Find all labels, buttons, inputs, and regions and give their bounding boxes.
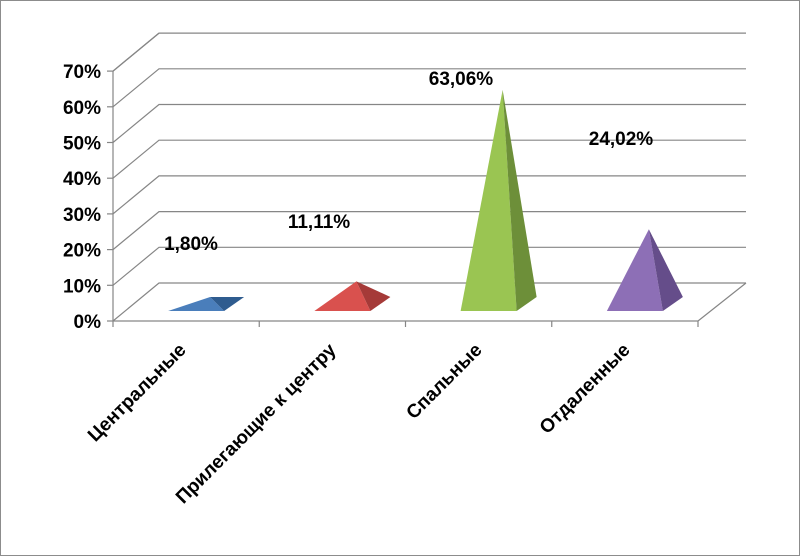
pyramid-front-face [460,89,517,312]
gridline [112,139,746,179]
pyramid-front-face [168,297,225,311]
data-label: 63,06% [429,69,494,90]
pyramid-3 [460,89,537,312]
data-label: 1,80% [164,234,218,255]
pyramid-side-face [210,297,245,311]
category-label: Прилегающие к центру [172,339,341,508]
y-tick-label: 60% [63,98,101,119]
data-label: 24,02% [589,129,654,150]
pyramid-side-face [356,281,391,311]
gridline [112,246,746,286]
axes [107,70,747,327]
chart-walls [112,32,160,321]
data-label: 11,11% [288,212,350,233]
category-label: Отдаленные [536,340,635,439]
category-label: Центральные [84,340,191,447]
pyramid-side-face [502,89,537,312]
y-tick-label: 0% [74,312,102,333]
pyramid-2 [314,281,391,311]
pyramid-front-face [314,281,371,311]
pyramid-4 [606,229,683,311]
pyramid-1 [168,297,245,311]
side-wall-edge [112,32,160,321]
y-tick-label: 40% [63,169,101,190]
gridline [112,103,746,143]
y-tick-label: 50% [63,134,101,155]
gridline [112,211,746,251]
data-marks [168,89,683,312]
gridline [112,32,746,72]
gridline [112,282,746,322]
y-tick-label: 30% [63,205,101,226]
pyramid-front-face [606,229,663,311]
gridlines [112,32,746,322]
y-tick-label: 70% [63,62,101,83]
pyramid-side-face [648,229,683,311]
gridline [112,68,746,108]
y-axis-tick-labels: 0% 10% 20% 30% 40% 50% 60% 70% [63,62,101,333]
y-tick-label: 10% [63,276,101,297]
data-labels: 1,80% 11,11% 63,06% 24,02% [164,69,653,255]
gridline [112,175,746,215]
y-tick-label: 20% [63,241,101,262]
category-label: Спальные [403,340,487,424]
